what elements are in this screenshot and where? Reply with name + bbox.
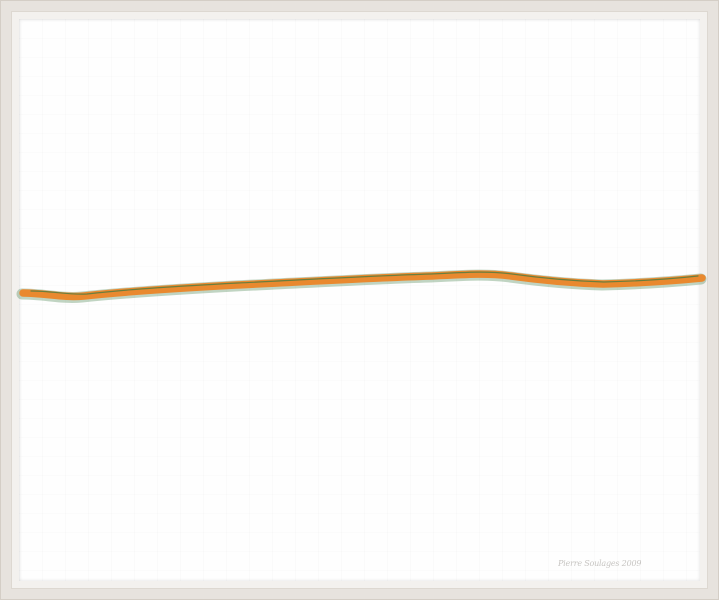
- artist-signature: Pierre Soulages 2009: [558, 559, 642, 568]
- horizon-stroke: [19, 270, 706, 301]
- stroke-edge-detail: [30, 271, 699, 295]
